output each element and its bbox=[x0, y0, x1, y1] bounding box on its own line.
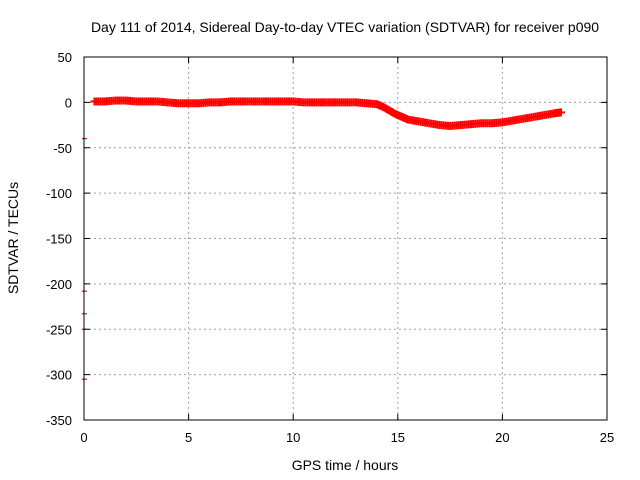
chart-title: Day 111 of 2014, Sidereal Day-to-day VTE… bbox=[91, 19, 599, 35]
y-tick-label: 0 bbox=[65, 95, 72, 110]
ticks: 0 5 10 15 20 25 50 0 -50 -100 -150 -200 -250 -300 -350 bbox=[46, 50, 614, 445]
y-tick-label: -250 bbox=[46, 322, 72, 337]
x-tick-label: 15 bbox=[391, 430, 405, 445]
data-point bbox=[556, 108, 565, 117]
x-axis-title: GPS time / hours bbox=[292, 457, 399, 473]
y-tick-label: -350 bbox=[46, 413, 72, 428]
x-tick-label: 0 bbox=[80, 430, 87, 445]
y-tick-label: -150 bbox=[46, 232, 72, 247]
x-tick-label: 25 bbox=[600, 430, 614, 445]
plot-frame bbox=[83, 56, 608, 421]
y-tick-label: -100 bbox=[46, 186, 72, 201]
grid bbox=[84, 57, 607, 420]
y-tick-label: -50 bbox=[53, 141, 72, 156]
y-tick-label: 50 bbox=[58, 50, 72, 65]
x-tick-label: 10 bbox=[286, 430, 300, 445]
x-tick-label: 20 bbox=[495, 430, 509, 445]
y-tick-label: -200 bbox=[46, 277, 72, 292]
y-axis-title: SDTVAR / TECUs bbox=[5, 182, 21, 294]
y-tick-label: -300 bbox=[46, 368, 72, 383]
data-points bbox=[82, 96, 565, 380]
x-tick-label: 5 bbox=[185, 430, 192, 445]
